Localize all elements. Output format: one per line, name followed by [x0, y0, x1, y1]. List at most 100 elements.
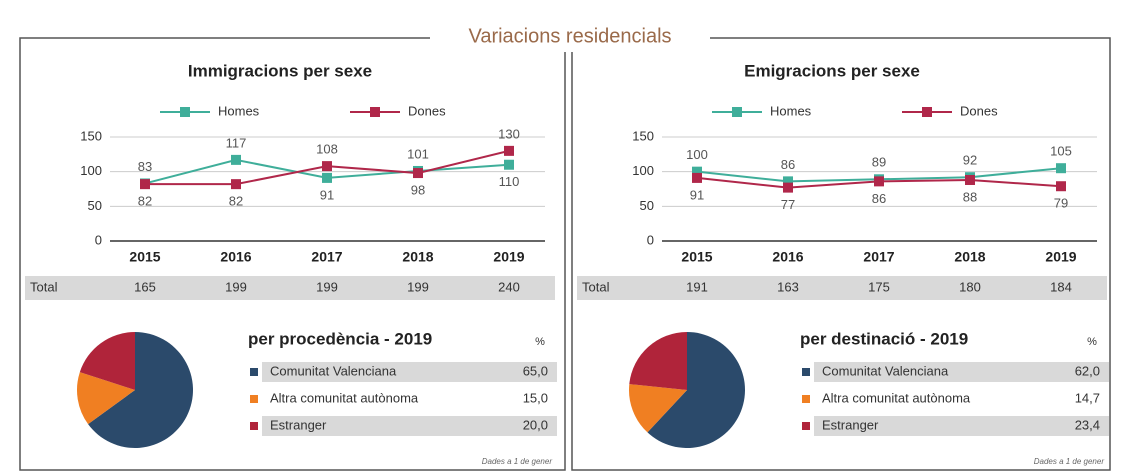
value-label: 62,0 [1075, 363, 1100, 378]
chart-title: Emigracions per sexe [744, 61, 920, 80]
pie-slice [629, 332, 687, 390]
legend-marker [802, 368, 810, 376]
legend-label: Homes [218, 103, 260, 118]
point [783, 176, 793, 187]
total-band [577, 276, 1107, 300]
legend-marker [370, 107, 380, 117]
point [783, 182, 793, 193]
data-label: 91 [690, 187, 704, 202]
main-title: Variacions residencials [468, 25, 671, 47]
point [874, 176, 884, 187]
x-tick-label: 2019 [1045, 249, 1076, 265]
row-band [262, 362, 557, 382]
x-tick-label: 2016 [220, 249, 251, 265]
data-label: 108 [316, 142, 338, 157]
legend-marker [250, 395, 258, 403]
data-label: 86 [781, 157, 795, 172]
legend-label: Dones [408, 103, 446, 118]
point [692, 172, 702, 183]
total-value: 180 [959, 279, 981, 294]
x-tick-label: 2016 [772, 249, 803, 265]
data-label: 82 [138, 194, 152, 209]
pie-title: per procedència - 2019 [248, 329, 432, 348]
point [322, 172, 332, 183]
y-tick-label: 100 [632, 163, 654, 178]
right-panel [571, 37, 1111, 471]
legend-marker [802, 422, 810, 430]
data-label: 105 [1050, 144, 1072, 159]
value-label: 23,4 [1075, 417, 1100, 432]
total-value: 191 [686, 279, 708, 294]
total-value: 184 [1050, 279, 1072, 294]
data-label: 77 [781, 197, 795, 212]
total-value: 175 [868, 279, 890, 294]
total-value: 199 [225, 279, 247, 294]
pie-slice [88, 332, 193, 448]
x-tick-label: 2017 [311, 249, 342, 265]
value-label: 20,0 [523, 417, 548, 432]
legend-label: Comunitat Valenciana [270, 363, 397, 378]
y-tick-label: 50 [640, 198, 654, 213]
data-label: 92 [963, 153, 977, 168]
title-background [430, 22, 710, 52]
point [413, 168, 423, 179]
total-value: 240 [498, 279, 520, 294]
data-label: 86 [872, 191, 886, 206]
x-tick-label: 2019 [493, 249, 524, 265]
legend-label: Comunitat Valenciana [822, 363, 949, 378]
y-tick-label: 150 [80, 128, 102, 143]
data-label: 100 [686, 147, 708, 162]
total-label: Total [582, 279, 610, 294]
value-label: 15,0 [523, 390, 548, 405]
legend-label: Dones [960, 103, 998, 118]
point [504, 145, 514, 156]
data-label: 89 [872, 155, 886, 170]
point [231, 179, 241, 190]
total-label: Total [30, 279, 58, 294]
unit-label: % [1087, 336, 1097, 348]
legend-label: Homes [770, 103, 812, 118]
y-tick-label: 100 [80, 163, 102, 178]
total-value: 163 [777, 279, 799, 294]
total-value: 199 [316, 279, 338, 294]
pie-slice [79, 332, 135, 390]
x-tick-label: 2017 [863, 249, 894, 265]
note: Dades a 1 de gener [1034, 457, 1105, 466]
x-tick-label: 2018 [402, 249, 433, 265]
total-band [25, 276, 555, 300]
value-label: 14,7 [1075, 390, 1100, 405]
point [231, 154, 241, 165]
left-panel [19, 37, 566, 471]
row-band [814, 416, 1109, 436]
legend-marker [250, 368, 258, 376]
data-label: 82 [229, 194, 243, 209]
legend-marker [922, 107, 932, 117]
total-value: 199 [407, 279, 429, 294]
data-label: 88 [963, 189, 977, 204]
row-band [814, 362, 1109, 382]
legend-marker [180, 107, 190, 117]
point [504, 159, 514, 170]
legend-marker [250, 422, 258, 430]
data-label: 101 [407, 146, 429, 161]
pie-slice [629, 384, 687, 433]
chart-title: Immigracions per sexe [188, 61, 372, 80]
y-tick-label: 0 [647, 232, 654, 247]
x-tick-label: 2015 [681, 249, 712, 265]
legend-marker [802, 395, 810, 403]
pie-title: per destinació - 2019 [800, 329, 968, 348]
unit-label: % [535, 336, 545, 348]
data-label: 117 [226, 135, 247, 150]
x-tick-label: 2018 [954, 249, 985, 265]
point [1056, 181, 1066, 192]
point [140, 179, 150, 190]
y-tick-label: 150 [632, 128, 654, 143]
legend-label: Altra comunitat autònoma [822, 390, 971, 405]
data-label: 110 [499, 174, 520, 189]
pie-slice [647, 332, 746, 448]
note: Dades a 1 de gener [482, 457, 553, 466]
legend-marker [732, 107, 742, 117]
point [1056, 163, 1066, 174]
legend-label: Altra comunitat autònoma [270, 390, 419, 405]
legend-label: Estranger [822, 417, 879, 432]
